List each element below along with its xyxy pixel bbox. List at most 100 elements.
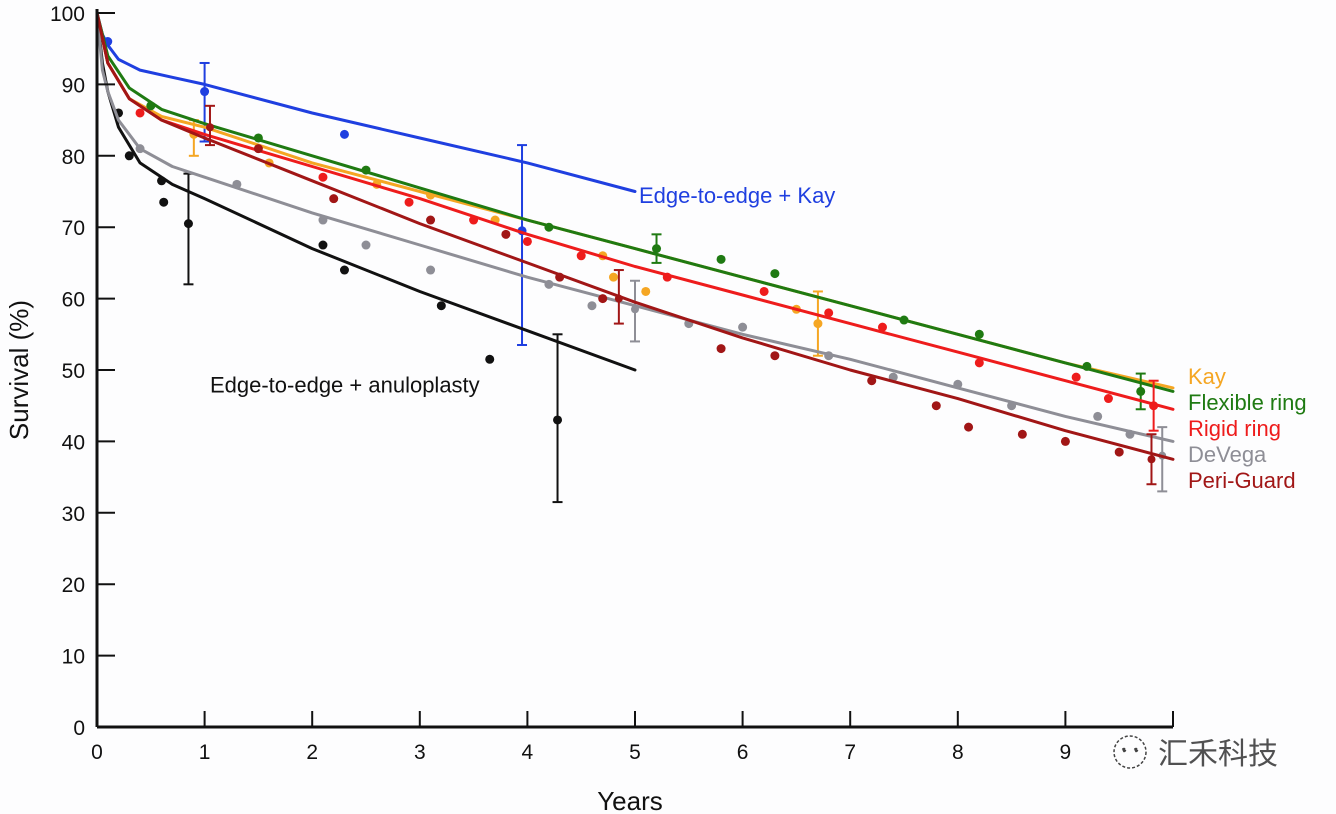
data-point bbox=[1071, 372, 1081, 382]
data-point bbox=[867, 376, 877, 386]
data-point bbox=[544, 222, 554, 232]
y-tick-label: 30 bbox=[62, 503, 85, 526]
error-bar-point bbox=[652, 244, 661, 253]
x-tick-label: 9 bbox=[1060, 741, 1072, 764]
data-point bbox=[1082, 361, 1092, 371]
x-axis-title: Years bbox=[597, 786, 663, 814]
error-bar bbox=[651, 233, 662, 264]
data-point bbox=[404, 197, 414, 207]
error-bar bbox=[552, 333, 563, 504]
data-point bbox=[1093, 411, 1103, 421]
wechat-chat-icon bbox=[1113, 735, 1147, 769]
y-ticks: 0 10 20 30 40 50 60 70 80 90 100 bbox=[50, 3, 115, 740]
series-devega bbox=[95, 11, 1175, 493]
error-bar-point bbox=[184, 219, 193, 228]
data-point bbox=[485, 354, 495, 364]
y-tick-label: 10 bbox=[62, 646, 85, 669]
y-tick-label: 90 bbox=[62, 74, 85, 97]
data-point bbox=[716, 344, 726, 354]
data-point bbox=[759, 286, 769, 296]
error-bar bbox=[183, 172, 194, 286]
series-edge-to-edge-kay bbox=[95, 11, 637, 347]
data-point bbox=[146, 101, 156, 111]
x-tick-label: 2 bbox=[306, 741, 318, 764]
series-line bbox=[95, 11, 637, 193]
data-point bbox=[501, 229, 511, 239]
data-point bbox=[318, 240, 328, 250]
legend-item-peri-guard: Peri-Guard bbox=[1188, 468, 1296, 493]
data-point bbox=[824, 351, 834, 361]
error-bar bbox=[613, 269, 624, 325]
data-point bbox=[436, 301, 446, 311]
data-point bbox=[587, 301, 597, 311]
error-bar bbox=[812, 290, 823, 357]
x-ticks: 0 1 2 3 4 5 6 7 8 9 bbox=[91, 711, 1174, 764]
x-tick-label: 0 bbox=[91, 741, 103, 764]
data-point bbox=[318, 172, 328, 182]
data-point bbox=[598, 294, 608, 304]
error-bar-point bbox=[631, 305, 639, 314]
data-point bbox=[716, 254, 726, 264]
data-point bbox=[877, 322, 887, 332]
error-bar-point bbox=[1149, 401, 1158, 410]
data-point bbox=[974, 329, 984, 339]
watermark-text: 汇禾科技 bbox=[1158, 737, 1278, 772]
y-tick-label: 40 bbox=[62, 431, 85, 454]
x-tick-label: 4 bbox=[522, 741, 534, 764]
data-point bbox=[469, 215, 479, 225]
data-point bbox=[426, 265, 436, 275]
data-point bbox=[135, 108, 145, 118]
x-tick-label: 6 bbox=[737, 741, 749, 764]
data-point bbox=[426, 215, 436, 225]
data-point bbox=[159, 197, 169, 207]
data-point bbox=[974, 358, 984, 368]
error-bar bbox=[204, 104, 215, 147]
data-point bbox=[522, 236, 532, 246]
error-bar-point bbox=[614, 294, 623, 303]
series-line bbox=[95, 11, 1175, 393]
data-point bbox=[899, 315, 909, 325]
axes: 0 1 2 3 4 5 6 7 8 9 0 10 20 30 40 50 60 70 80 90 100 bbox=[50, 3, 1174, 764]
data-point bbox=[662, 272, 672, 282]
x-tick-label: 7 bbox=[844, 741, 856, 764]
legend-item-devega: DeVega bbox=[1188, 442, 1267, 467]
error-bar-point bbox=[1136, 387, 1145, 396]
error-bar bbox=[1148, 379, 1159, 432]
error-bar-point bbox=[200, 87, 209, 96]
data-point bbox=[318, 215, 328, 225]
error-bar bbox=[1135, 372, 1146, 411]
data-point bbox=[361, 240, 371, 250]
data-point bbox=[253, 133, 263, 143]
data-point bbox=[1007, 401, 1017, 411]
error-bar bbox=[630, 279, 640, 343]
series-peri-guard bbox=[95, 11, 1175, 486]
data-point bbox=[931, 401, 941, 411]
y-tick-label: 50 bbox=[62, 360, 85, 383]
data-point bbox=[124, 151, 134, 161]
data-point bbox=[544, 279, 554, 289]
data-point bbox=[339, 265, 349, 275]
data-point bbox=[253, 144, 263, 154]
data-point bbox=[641, 286, 651, 296]
error-bar-point bbox=[553, 415, 562, 424]
x-tick-label: 1 bbox=[199, 741, 211, 764]
legend-item-rigid-ring: Rigid ring bbox=[1188, 416, 1281, 441]
data-point bbox=[824, 308, 834, 318]
y-tick-label: 20 bbox=[62, 574, 85, 597]
data-point bbox=[576, 251, 586, 261]
legend-item-flexible-ring: Flexible ring bbox=[1188, 390, 1307, 415]
error-bar-point bbox=[1147, 455, 1156, 464]
series-rigid-ring bbox=[95, 11, 1175, 432]
error-bar-point bbox=[205, 123, 214, 132]
data-point bbox=[339, 129, 349, 139]
y-tick-label: 100 bbox=[50, 3, 85, 26]
series-flexible-ring bbox=[95, 11, 1175, 411]
x-tick-label: 3 bbox=[414, 741, 426, 764]
data-point bbox=[964, 422, 974, 432]
data-point bbox=[1017, 429, 1027, 439]
data-point bbox=[361, 165, 371, 175]
series-line bbox=[95, 11, 1175, 461]
x-tick-label: 8 bbox=[952, 741, 964, 764]
